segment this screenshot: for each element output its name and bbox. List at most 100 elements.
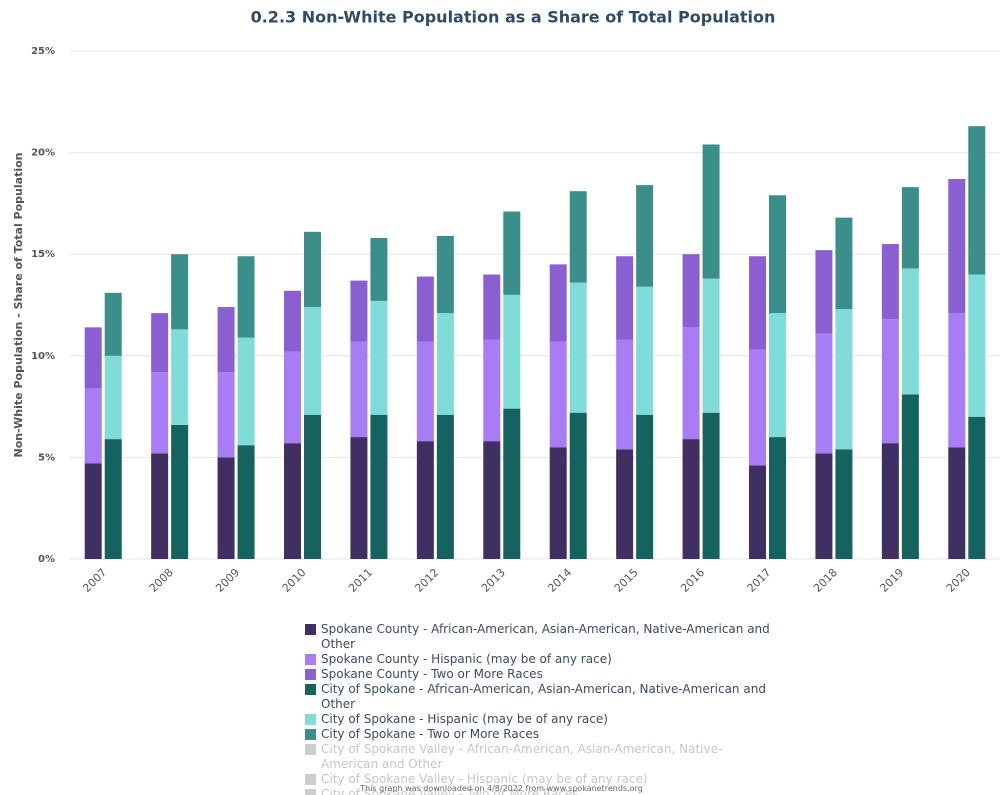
- bar-segment: [702, 144, 720, 279]
- y-tick-label: 15%: [31, 249, 55, 260]
- bar-segment: [549, 264, 567, 342]
- legend-label: Spokane County - Hispanic (may be of any…: [321, 652, 612, 666]
- bar-segment: [815, 250, 833, 334]
- bar-segment: [370, 414, 388, 559]
- bar-segment: [682, 439, 700, 559]
- bar-segment: [84, 388, 102, 464]
- bar-segment: [217, 307, 235, 373]
- bar-segment: [881, 244, 899, 320]
- bar-segment: [436, 313, 454, 415]
- bar-segment: [636, 185, 654, 287]
- bar-segment: [769, 313, 786, 438]
- legend-item[interactable]: City of Spokane Valley - Two or More Rac…: [305, 787, 775, 795]
- bar-segment: [769, 195, 786, 314]
- bar-segment: [769, 437, 786, 559]
- bar-segment: [815, 333, 833, 454]
- y-tick-label: 25%: [31, 46, 55, 57]
- bar-segment: [636, 414, 654, 559]
- bar-segment: [549, 447, 567, 559]
- bar-segment: [948, 313, 966, 448]
- bar-segment: [304, 414, 321, 559]
- legend-label: City of Spokane Valley - Hispanic (may b…: [321, 772, 648, 786]
- bar-segment: [237, 337, 255, 446]
- x-tick-label: 2008: [147, 566, 176, 595]
- bar-segment: [616, 339, 634, 450]
- bar-segment: [217, 457, 235, 559]
- legend-item[interactable]: City of Spokane - Hispanic (may be of an…: [305, 712, 775, 727]
- legend-swatch: [305, 684, 316, 695]
- bar-segment: [284, 290, 301, 352]
- bar-segment: [569, 412, 587, 559]
- legend-label: City of Spokane - African-American, Asia…: [321, 682, 766, 711]
- bar-segment: [616, 256, 634, 340]
- bar-segment: [901, 268, 919, 395]
- bar-segment: [569, 282, 587, 413]
- bar-segment: [171, 424, 189, 559]
- bar-segment: [350, 437, 368, 559]
- bar-segment: [835, 309, 853, 450]
- legend-item[interactable]: City of Spokane - African-American, Asia…: [305, 682, 775, 712]
- bar-segment: [636, 286, 654, 415]
- x-tick-label: 2016: [678, 566, 707, 595]
- bar-segment: [416, 276, 434, 342]
- bar-segment: [416, 441, 434, 559]
- bar-segment: [968, 126, 986, 275]
- bar-segment: [483, 274, 501, 340]
- bar-segment: [284, 443, 301, 559]
- x-tick-label: 2017: [745, 566, 774, 595]
- legend-label: City of Spokane Valley - African-America…: [321, 742, 723, 771]
- bar-segment: [503, 294, 521, 409]
- legend-swatch: [305, 774, 316, 785]
- y-tick-label: 5%: [38, 452, 55, 463]
- bar-segment: [350, 341, 368, 438]
- x-tick-label: 2020: [944, 566, 973, 595]
- legend: Spokane County - African-American, Asian…: [305, 622, 775, 795]
- bar-segment: [84, 463, 102, 559]
- bar-segment: [284, 351, 301, 444]
- bar-segment: [616, 449, 634, 559]
- legend-label: City of Spokane Valley - Two or More Rac…: [321, 787, 579, 795]
- legend-label: Spokane County - Two or More Races: [321, 667, 543, 681]
- legend-label: City of Spokane - Two or More Races: [321, 727, 539, 741]
- bar-segment: [151, 313, 169, 373]
- legend-swatch: [305, 624, 316, 635]
- bar-segment: [151, 453, 169, 559]
- bar-segment: [702, 278, 720, 413]
- legend-item[interactable]: City of Spokane Valley - African-America…: [305, 742, 775, 772]
- x-tick-label: 2012: [412, 566, 441, 595]
- legend-swatch: [305, 654, 316, 665]
- bar-segment: [171, 329, 189, 425]
- bar-segment: [901, 394, 919, 559]
- bar-segment: [436, 414, 454, 559]
- legend-item[interactable]: Spokane County - Hispanic (may be of any…: [305, 652, 775, 667]
- y-tick-label: 20%: [31, 148, 55, 159]
- bar-segment: [104, 439, 122, 559]
- bar-segment: [968, 416, 986, 559]
- bar-segment: [503, 211, 521, 295]
- bar-segment: [835, 449, 853, 559]
- legend-item[interactable]: Spokane County - Two or More Races: [305, 667, 775, 682]
- x-tick-label: 2013: [479, 566, 508, 595]
- legend-swatch: [305, 744, 316, 755]
- bar-segment: [749, 465, 766, 559]
- bar-segment: [881, 319, 899, 444]
- y-tick-label: 10%: [31, 351, 55, 362]
- legend-swatch: [305, 789, 316, 795]
- bar-segment: [237, 256, 255, 338]
- legend-item[interactable]: Spokane County - African-American, Asian…: [305, 622, 775, 652]
- legend-swatch: [305, 729, 316, 740]
- y-axis-label: Non-White Population - Share of Total Po…: [12, 153, 25, 458]
- bar-segment: [815, 453, 833, 559]
- bar-segment: [835, 217, 853, 310]
- footer: This graph was downloaded on 4/8/2022 fr…: [360, 784, 643, 793]
- bar-segment: [968, 274, 986, 417]
- legend-item[interactable]: City of Spokane - Two or More Races: [305, 727, 775, 742]
- bar-segment: [84, 327, 102, 389]
- legend-label: City of Spokane - Hispanic (may be of an…: [321, 712, 608, 726]
- legend-item[interactable]: City of Spokane Valley - Hispanic (may b…: [305, 772, 775, 787]
- bar-segment: [569, 191, 587, 283]
- x-tick-label: 2009: [213, 566, 242, 595]
- x-tick-label: 2011: [346, 566, 375, 595]
- x-tick-label: 2015: [612, 566, 641, 595]
